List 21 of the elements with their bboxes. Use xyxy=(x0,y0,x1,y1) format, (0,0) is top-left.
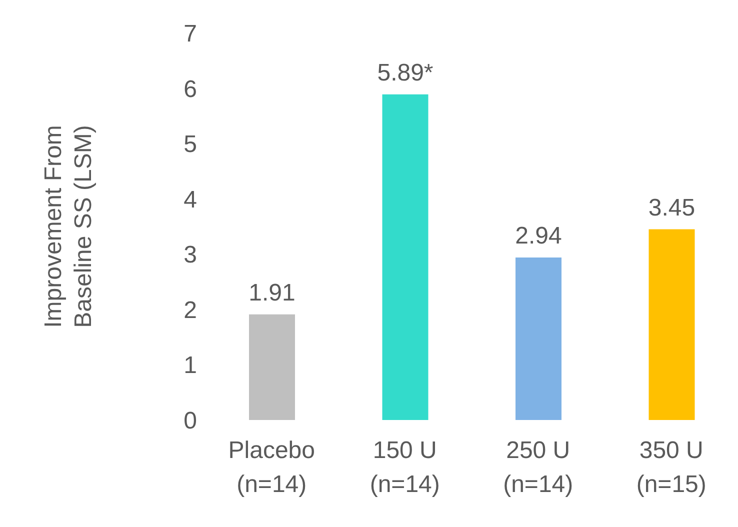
data-label: 2.94 xyxy=(515,222,562,250)
bar xyxy=(249,314,295,420)
y-tick-label: 5 xyxy=(184,131,197,158)
y-axis-title: Improvement From Baseline SS (LSM) xyxy=(40,125,97,328)
y-tick-label: 4 xyxy=(184,186,197,214)
data-label: 5.89* xyxy=(377,59,434,86)
x-tick-label: 250 U (n=14) xyxy=(503,437,574,498)
bar xyxy=(648,229,695,420)
y-tick-label: 7 xyxy=(184,20,197,48)
y-tick-label: 6 xyxy=(184,76,197,103)
x-tick-label: 350 U (n=15) xyxy=(636,437,706,498)
y-tick-label: 3 xyxy=(184,242,197,269)
y-tick-label: 0 xyxy=(184,408,197,435)
data-label: 3.45 xyxy=(648,194,696,222)
data-label: 1.91 xyxy=(248,279,296,306)
bar xyxy=(382,94,428,420)
x-tick-label: Placebo (n=14) xyxy=(228,437,315,498)
y-tick-label: 2 xyxy=(184,296,197,324)
x-tick-label: 150 U (n=14) xyxy=(370,437,440,498)
bar xyxy=(516,257,562,420)
y-tick-label: 1 xyxy=(184,352,197,380)
